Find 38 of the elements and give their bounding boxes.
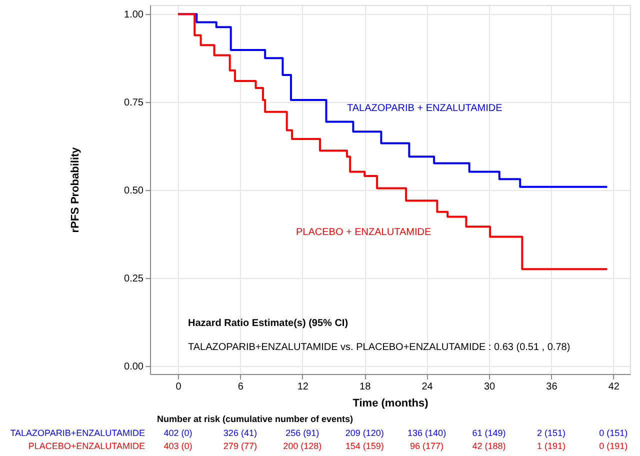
text: 0 (151) [599, 428, 628, 438]
y-tick-label: 0.00 [124, 361, 144, 372]
text: 2 (151) [536, 428, 566, 438]
x-tick-label: 6 [238, 382, 244, 392]
text: TALAZOPARIB+ENZALUTAMIDE [10, 428, 145, 438]
text: 136 (140) [408, 428, 446, 438]
text: 96 (177) [410, 441, 444, 451]
x-tick-label: 18 [360, 382, 372, 392]
series-label: TALAZOPARIB + ENZALUTAMIDE [347, 103, 503, 114]
x-axis-title: Time (months) [352, 398, 429, 410]
x-tick-label: 36 [546, 382, 558, 392]
text: 42 (188) [472, 441, 506, 451]
x-tick-label: 0 [176, 382, 182, 392]
annotation: TALAZOPARIB+ENZALUTAMIDE vs. PLACEBO+ENZALUTAMIDE : 0.63 (0.51 , 0.78) [188, 342, 570, 353]
x-tick-label: 42 [608, 382, 620, 392]
text: 402 (0) [164, 428, 192, 438]
text: 61 (149) [472, 428, 506, 438]
x-tick-label: 30 [484, 382, 496, 392]
y-axis-title: rPFS Probability [70, 146, 82, 233]
text: 1 (191) [536, 441, 566, 451]
text: 200 (128) [283, 441, 322, 451]
text: 326 (41) [223, 428, 257, 438]
annotation: Hazard Ratio Estimate(s) (95% CI) [188, 318, 348, 329]
text: Number at risk (cumulative number of events) [157, 414, 354, 424]
x-tick-label: 12 [297, 382, 309, 392]
y-tick-label: 0.75 [124, 98, 144, 109]
text: 0 (191) [599, 441, 628, 451]
series-label: PLACEBO + ENZALUTAMIDE [296, 227, 432, 238]
text: 256 (91) [286, 428, 320, 438]
text: 403 (0) [164, 441, 192, 451]
y-tick-label: 1.00 [124, 10, 144, 21]
x-tick-label: 24 [422, 382, 434, 392]
y-tick-label: 0.25 [124, 273, 144, 284]
y-tick-label: 0.50 [124, 186, 144, 197]
text: PLACEBO+ENZALUTAMIDE [28, 441, 145, 451]
text: 154 (159) [345, 441, 384, 451]
text: 209 (120) [345, 428, 384, 438]
text: 279 (77) [223, 441, 257, 451]
